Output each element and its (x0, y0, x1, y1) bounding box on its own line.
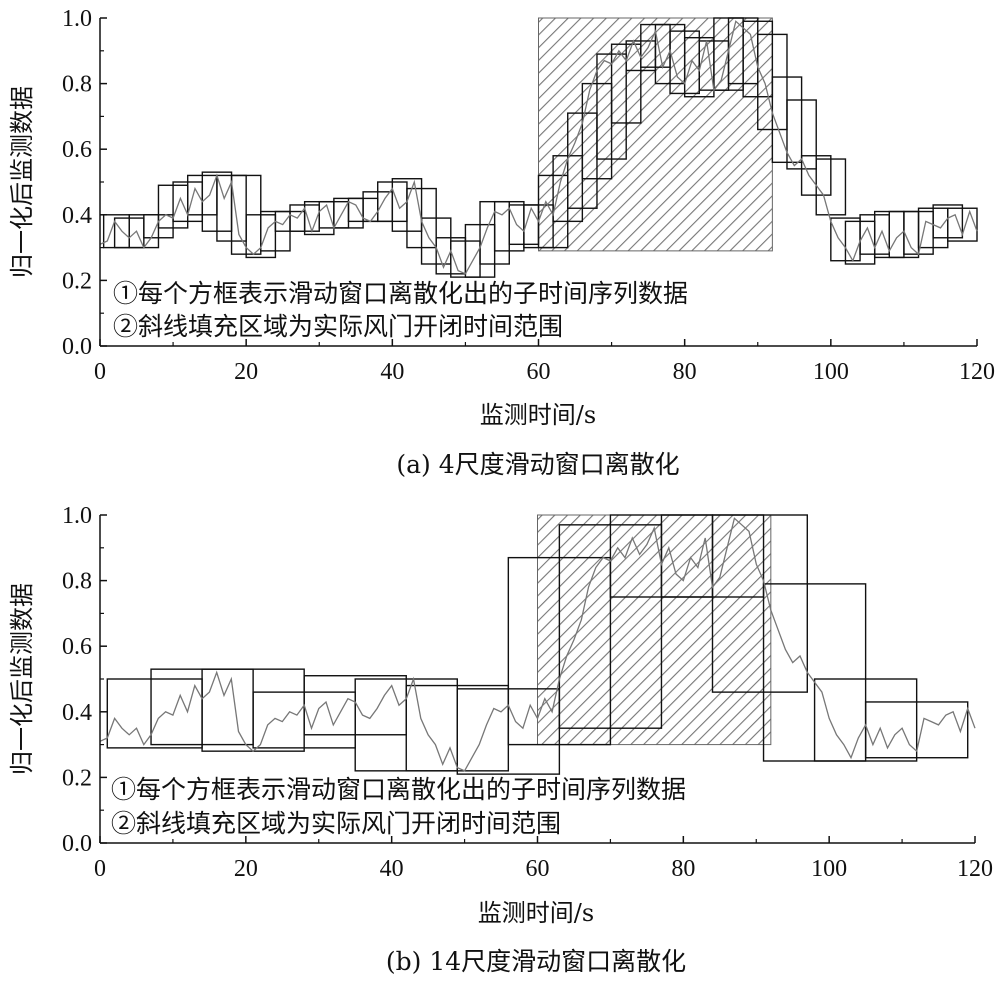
annotation-a-2: ②斜线填充区域为实际风门开闭时间范围 (113, 312, 563, 341)
x-axis-title-b: 监测时间/s (478, 899, 594, 927)
ticks-a (99, 17, 978, 347)
x-tick-label-a-3: 60 (527, 359, 551, 385)
series-line-a (99, 20, 978, 275)
y-tick-label-b-5: 1.0 (62, 503, 92, 529)
x-tick-label-b-4: 80 (671, 856, 695, 882)
window-box-a-49 (815, 158, 847, 216)
x-tick-label-b-1: 20 (234, 856, 258, 882)
x-tick-label-b-0: 0 (94, 856, 106, 882)
annotation-b-1: ①每个方框表示滑动窗口离散化出的子时间序列数据 (111, 775, 686, 804)
y-tick-label-b-4: 0.8 (62, 569, 92, 595)
x-tick-label-b-6: 120 (957, 856, 993, 882)
window-box-a-58 (947, 207, 978, 242)
x-tick-label-a-5: 100 (813, 359, 849, 385)
y-tick-label-a-2: 0.4 (62, 203, 92, 229)
series-line-b (99, 517, 976, 772)
x-tick-labels-b: 0 20 40 60 80 100 120 (94, 856, 993, 882)
x-tick-label-b-2: 40 (380, 856, 404, 882)
hatch-region-b (537, 514, 772, 746)
y-tick-label-a-1: 0.2 (62, 268, 92, 294)
window-box-b-14 (813, 678, 918, 762)
x-axis-title-a: 监测时间/s (480, 401, 596, 429)
x-tick-label-a-1: 20 (234, 359, 258, 385)
y-tick-label-b-2: 0.4 (62, 700, 92, 726)
annotation-b-2: ②斜线填充区域为实际风门开闭时间范围 (111, 809, 561, 838)
chart-panel-b: 0 20 40 60 80 100 120 0.0 0.2 0.4 0.6 0.8 1.0 ①每个方框… (8, 503, 993, 976)
y-tick-label-a-0: 0.0 (62, 334, 92, 360)
annotation-a-1: ①每个方框表示滑动窗口离散化出的子时间序列数据 (113, 279, 688, 308)
x-tick-label-a-0: 0 (94, 359, 106, 385)
x-tick-label-a-2: 40 (380, 359, 404, 385)
ticks-b (99, 514, 976, 844)
y-tick-label-b-3: 0.6 (62, 634, 92, 660)
y-tick-label-a-3: 0.6 (62, 137, 92, 163)
y-tick-label-b-0: 0.0 (62, 831, 92, 857)
caption-b: (b) 14尺度滑动窗口离散化 (386, 947, 686, 976)
x-tick-label-a-4: 80 (673, 359, 697, 385)
window-box-a-0 (102, 214, 130, 249)
y-axis-title-b: 归一化后监测数据 (8, 583, 36, 775)
window-box-b-12 (711, 514, 808, 693)
windows-b (106, 514, 969, 775)
x-tick-label-b-5: 100 (811, 856, 847, 882)
y-tick-label-b-1: 0.2 (62, 765, 92, 791)
y-axis-title-a: 归一化后监测数据 (8, 86, 36, 278)
window-box-b-0 (106, 678, 203, 749)
x-tick-labels-a: 0 20 40 60 80 100 120 (94, 359, 995, 385)
y-tick-labels-b: 0.0 0.2 0.4 0.6 0.8 1.0 (62, 503, 92, 857)
window-box-b-15 (864, 701, 969, 759)
caption-a: (a) 4尺度滑动窗口离散化 (396, 450, 679, 479)
y-tick-labels-a: 0.0 0.2 0.4 0.6 0.8 1.0 (62, 6, 92, 360)
x-tick-label-b-3: 60 (526, 856, 550, 882)
chart-panel-a: 0 20 40 60 80 100 120 0.0 0.2 0.4 0.6 0.8 1.0 ①每个方框… (8, 6, 995, 479)
y-tick-label-a-5: 1.0 (62, 6, 92, 32)
y-tick-label-a-4: 0.8 (62, 72, 92, 98)
x-tick-label-a-6: 120 (959, 359, 995, 385)
